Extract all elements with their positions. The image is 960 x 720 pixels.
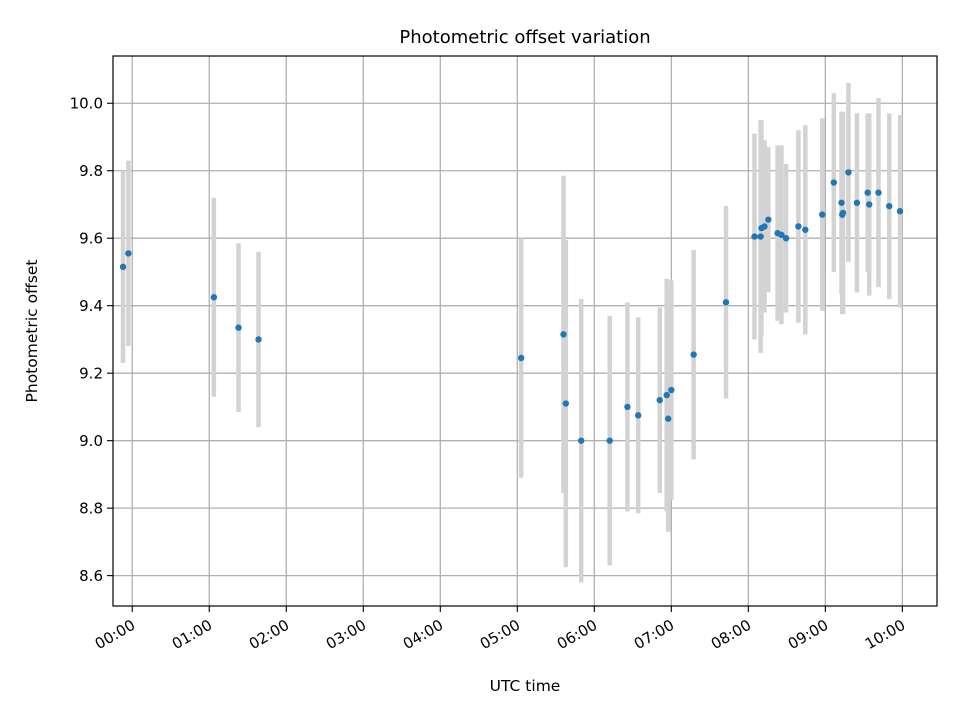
data-point bbox=[845, 169, 852, 176]
data-point bbox=[896, 208, 904, 215]
data-point bbox=[663, 391, 670, 399]
data-points bbox=[119, 169, 904, 444]
data-point bbox=[562, 400, 570, 407]
data-point bbox=[125, 250, 132, 257]
data-point bbox=[578, 437, 585, 444]
data-point bbox=[606, 437, 613, 444]
data-point bbox=[757, 233, 764, 240]
data-point bbox=[853, 199, 861, 206]
y-tick-label: 10.0 bbox=[70, 95, 103, 113]
data-point bbox=[795, 223, 802, 230]
y-tick-label: 9.4 bbox=[79, 297, 103, 315]
y-axis-label: Photometric offset bbox=[23, 260, 41, 403]
data-point bbox=[761, 223, 768, 230]
y-tick-label: 9.8 bbox=[79, 162, 103, 180]
data-point bbox=[751, 233, 758, 240]
data-point bbox=[722, 299, 730, 306]
data-point bbox=[886, 202, 893, 210]
y-tick-label: 9.6 bbox=[79, 230, 103, 248]
data-point bbox=[875, 189, 882, 196]
y-tick-label: 8.6 bbox=[79, 567, 103, 585]
data-point bbox=[210, 294, 218, 301]
data-point bbox=[839, 209, 847, 217]
data-point bbox=[656, 396, 663, 404]
data-point bbox=[668, 386, 675, 394]
data-point bbox=[255, 336, 262, 343]
data-point bbox=[778, 231, 785, 239]
chart-title: Photometric offset variation bbox=[399, 27, 650, 48]
x-axis-label: UTC time bbox=[490, 677, 561, 695]
data-point bbox=[235, 324, 242, 331]
data-point bbox=[830, 179, 838, 186]
data-point bbox=[866, 201, 873, 208]
data-point bbox=[119, 263, 127, 271]
y-tick-label: 9.0 bbox=[79, 432, 103, 450]
data-point bbox=[635, 412, 642, 419]
data-point bbox=[802, 226, 809, 233]
data-point bbox=[765, 216, 772, 223]
plot-frame bbox=[112, 55, 938, 607]
grid bbox=[113, 56, 937, 606]
data-point bbox=[838, 199, 845, 206]
data-point bbox=[782, 235, 790, 242]
data-point bbox=[560, 331, 567, 338]
y-tick-label: 8.8 bbox=[79, 500, 103, 518]
data-point bbox=[624, 403, 631, 411]
y-tick-label: 9.2 bbox=[79, 365, 103, 383]
data-point bbox=[864, 189, 871, 196]
data-point bbox=[690, 351, 697, 358]
y-axis-ticks: 8.6 8.8 9.0 9.2 9.4 9.6 9.8 10.0 bbox=[70, 95, 113, 585]
data-point bbox=[665, 415, 672, 422]
data-point bbox=[819, 211, 826, 218]
data-point bbox=[517, 354, 525, 362]
